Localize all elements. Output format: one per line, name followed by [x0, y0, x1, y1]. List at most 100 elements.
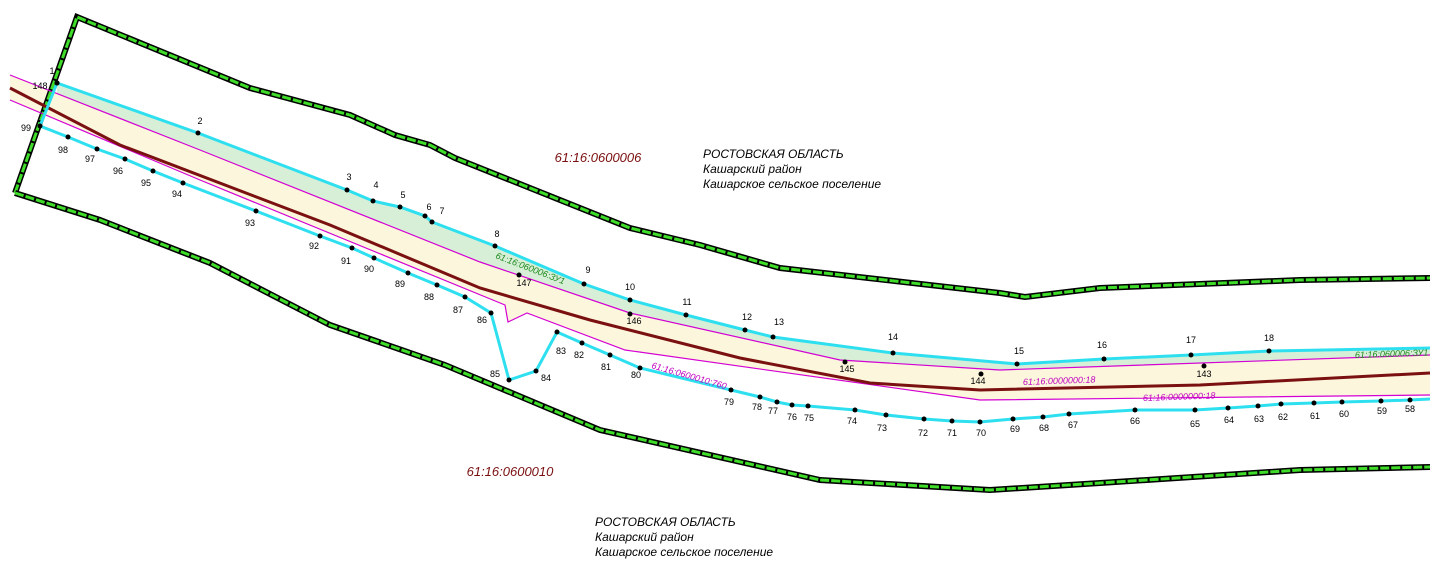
region-settlement: Кашарское сельское поселение — [595, 545, 773, 559]
region-region: РОСТОВСКАЯ ОБЛАСТЬ — [703, 147, 844, 161]
point-label: 75 — [804, 413, 814, 423]
point-label: 95 — [141, 178, 151, 188]
point-label: 76 — [787, 412, 797, 422]
point — [429, 219, 435, 225]
point-label: 90 — [364, 264, 374, 274]
point-label: 67 — [1068, 420, 1078, 430]
point-label: 8 — [494, 229, 499, 239]
point — [977, 419, 983, 425]
point-label: 13 — [774, 317, 784, 327]
point-label: 94 — [172, 189, 182, 199]
point-label: 5 — [400, 190, 405, 200]
point-label: 143 — [1196, 369, 1211, 379]
region-region: РОСТОВСКАЯ ОБЛАСТЬ — [595, 515, 736, 529]
point-label: 3 — [346, 172, 351, 182]
point-label: 80 — [631, 370, 641, 380]
boundaries — [9, 13, 1431, 494]
point — [344, 187, 350, 193]
region-district: Кашарский район — [703, 162, 802, 176]
point — [581, 281, 587, 287]
point-label: 79 — [724, 397, 734, 407]
point — [397, 204, 403, 210]
point — [728, 387, 734, 393]
point-label: 62 — [1278, 412, 1288, 422]
point-label: 77 — [768, 406, 778, 416]
point-label: 18 — [1264, 333, 1274, 343]
point — [757, 394, 763, 400]
parcel-label: 61:16:0000000:18 — [1023, 374, 1096, 387]
point — [883, 412, 889, 418]
point-label: 89 — [395, 279, 405, 289]
road-fill — [10, 75, 1430, 400]
point — [554, 329, 560, 335]
point — [1132, 407, 1138, 413]
point — [789, 402, 795, 408]
point — [1378, 398, 1384, 404]
parcel-label: 61:16:0000000:18 — [1143, 390, 1216, 403]
point-label: 145 — [839, 364, 854, 374]
point — [1192, 407, 1198, 413]
point — [627, 297, 633, 303]
point — [180, 180, 186, 186]
point — [921, 416, 927, 422]
point — [1201, 363, 1207, 369]
point — [890, 350, 896, 356]
point-label: 87 — [453, 305, 463, 315]
point — [805, 403, 811, 409]
point-label: 65 — [1190, 419, 1200, 429]
point-label: 97 — [85, 154, 95, 164]
point — [770, 334, 776, 340]
point-label: 2 — [197, 116, 202, 126]
point — [422, 213, 428, 219]
point-label: 96 — [113, 166, 123, 176]
point — [1407, 397, 1413, 403]
point-label: 10 — [625, 282, 635, 292]
parcel-fill — [57, 83, 1430, 370]
point-label: 74 — [847, 416, 857, 426]
point — [405, 270, 411, 276]
point-label: 59 — [1377, 406, 1387, 416]
point — [742, 327, 748, 333]
point-label: 58 — [1405, 404, 1415, 414]
point — [1225, 405, 1231, 411]
point-label: 86 — [477, 315, 487, 325]
point — [516, 272, 522, 278]
point — [1101, 356, 1107, 362]
point-label: 78 — [752, 402, 762, 412]
point — [371, 255, 377, 261]
point-label: 16 — [1097, 340, 1107, 350]
point-label: 66 — [1130, 416, 1140, 426]
point-label: 73 — [877, 423, 887, 433]
road-axis — [9, 86, 1431, 392]
point-label: 92 — [309, 241, 319, 251]
point — [37, 123, 43, 129]
point-label: 148 — [32, 81, 47, 91]
point-label: 146 — [626, 316, 641, 326]
point — [627, 311, 633, 317]
point — [434, 282, 440, 288]
point-label: 93 — [245, 218, 255, 228]
point-label: 17 — [1186, 335, 1196, 345]
point-label: 4 — [373, 180, 378, 190]
point — [842, 359, 848, 365]
point — [195, 130, 201, 136]
point-label: 1 — [49, 66, 54, 76]
point — [94, 146, 100, 152]
point — [852, 407, 858, 413]
point-label: 12 — [742, 312, 752, 322]
point-label: 71 — [947, 428, 957, 438]
point — [54, 80, 60, 86]
point — [1278, 401, 1284, 407]
point — [607, 352, 613, 358]
point — [462, 294, 468, 300]
region-district: Кашарский район — [595, 530, 694, 544]
point — [683, 312, 689, 318]
point — [1188, 352, 1194, 358]
point — [1066, 411, 1072, 417]
point-label: 82 — [574, 350, 584, 360]
parcel-boundary — [9, 99, 1431, 401]
point — [1040, 414, 1046, 420]
point — [579, 340, 585, 346]
point-label: 68 — [1039, 423, 1049, 433]
point-label: 81 — [601, 362, 611, 372]
